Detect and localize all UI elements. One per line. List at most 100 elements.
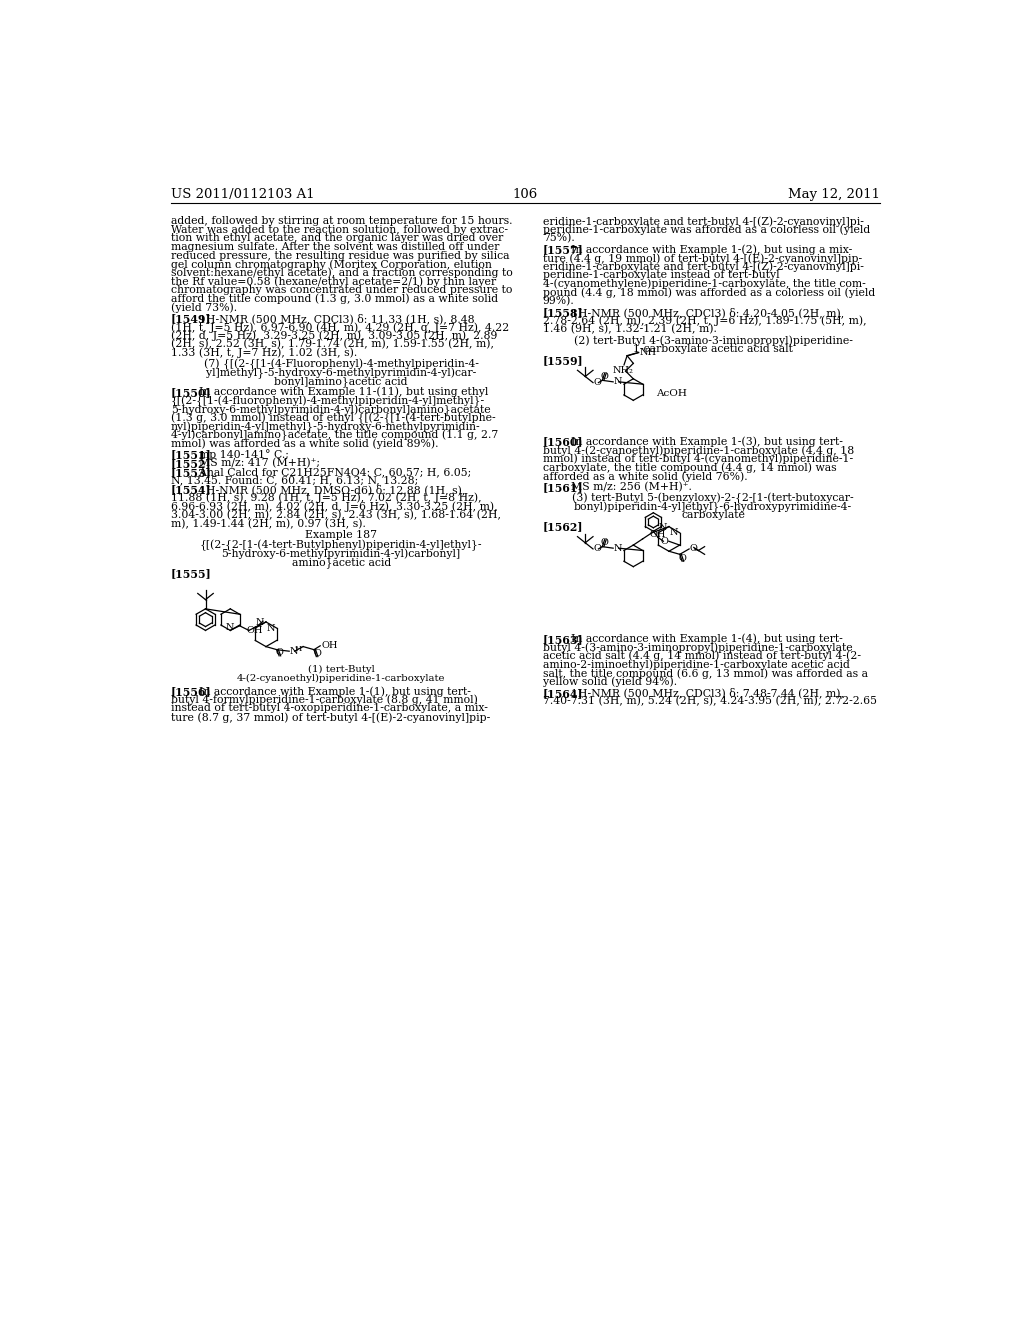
Text: NH₂: NH₂ [612,367,634,375]
Text: carboxylate: carboxylate [681,510,745,520]
Text: [1554]: [1554] [171,484,211,495]
Text: (3) tert-Butyl 5-(benzyloxy)-2-{2-[1-(tert-butoxycar-: (3) tert-Butyl 5-(benzyloxy)-2-{2-[1-(te… [572,492,854,504]
Text: [1555]: [1555] [171,568,211,579]
Text: O: O [690,544,697,553]
Text: N: N [670,528,678,537]
Text: gel column chromatography (Moritex Corporation, elution: gel column chromatography (Moritex Corpo… [171,259,492,269]
Text: chromatography was concentrated under reduced pressure to: chromatography was concentrated under re… [171,285,512,296]
Text: (2H, d, J=5 Hz), 3.29-3.25 (2H, m), 3.09-3.05 (2H, m), 2.89: (2H, d, J=5 Hz), 3.29-3.25 (2H, m), 3.09… [171,330,497,341]
Text: [1551]: [1551] [171,450,211,461]
Text: O: O [594,544,602,553]
Text: NH: NH [640,348,656,358]
Text: 4-yl)carbonyl]amino}acetate, the title compound (1.1 g, 2.7: 4-yl)carbonyl]amino}acetate, the title c… [171,430,498,441]
Text: magnesium sulfate. After the solvent was distilled off under: magnesium sulfate. After the solvent was… [171,242,499,252]
Text: 5-hydroxy-6-methylpyrimidin-4-yl)carbonyl]: 5-hydroxy-6-methylpyrimidin-4-yl)carbony… [221,548,461,558]
Text: In accordance with Example 1-(3), but using tert-: In accordance with Example 1-(3), but us… [563,437,843,447]
Text: N: N [290,647,298,656]
Text: 3.04-3.00 (2H, m), 2.84 (2H, s), 2.43 (3H, s), 1.68-1.64 (2H,: 3.04-3.00 (2H, m), 2.84 (2H, s), 2.43 (3… [171,510,501,520]
Text: afforded as a white solid (yield 76%).: afforded as a white solid (yield 76%). [543,471,748,482]
Text: added, followed by stirring at room temperature for 15 hours.: added, followed by stirring at room temp… [171,216,512,226]
Text: [1559]: [1559] [543,355,584,366]
Text: butyl 4-formylpiperidine-1-carboxylate (8.8 g, 41 mmol): butyl 4-formylpiperidine-1-carboxylate (… [171,694,477,705]
Text: 99%).: 99%). [543,296,574,306]
Text: salt, the title compound (6.6 g, 13 mmol) was afforded as a: salt, the title compound (6.6 g, 13 mmol… [543,668,867,678]
Text: N: N [614,378,623,387]
Text: (yield 73%).: (yield 73%). [171,302,237,313]
Text: 11.88 (1H, s), 9.28 (1H, t, J=5 Hz), 7.02 (2H, t, J=8 Hz),: 11.88 (1H, s), 9.28 (1H, t, J=5 Hz), 7.0… [171,492,481,503]
Text: May 12, 2011: May 12, 2011 [787,187,880,201]
Text: [1560]: [1560] [543,437,583,447]
Text: [1556]: [1556] [171,686,211,697]
Text: (1) tert-Butyl: (1) tert-Butyl [308,665,375,675]
Text: 1.46 (9H, s), 1.32-1.21 (2H, m).: 1.46 (9H, s), 1.32-1.21 (2H, m). [543,325,717,334]
Text: m), 1.49-1.44 (2H, m), 0.97 (3H, s).: m), 1.49-1.44 (2H, m), 0.97 (3H, s). [171,519,366,529]
Text: N, 13.45. Found: C, 60.41; H, 6.13; N, 13.28;: N, 13.45. Found: C, 60.41; H, 6.13; N, 1… [171,475,418,486]
Text: O: O [601,372,608,381]
Text: the Rf value=0.58 (hexane/ethyl acetate=2/1) by thin layer: the Rf value=0.58 (hexane/ethyl acetate=… [171,276,496,286]
Text: butyl 4-(3-amino-3-iminopropyl)piperidine-1-carboxylate: butyl 4-(3-amino-3-iminopropyl)piperidin… [543,643,852,653]
Text: (1H, t, J=5 Hz), 6.97-6.90 (4H, m), 4.29 (2H, q, J=7 Hz), 4.22: (1H, t, J=5 Hz), 6.97-6.90 (4H, m), 4.29… [171,322,509,333]
Text: mmol) instead of tert-butyl 4-(cyanomethyl)piperidine-1-: mmol) instead of tert-butyl 4-(cyanometh… [543,454,853,465]
Text: 1H-NMR (500 MHz, CDCl3) δ: 11.33 (1H, s), 8.48: 1H-NMR (500 MHz, CDCl3) δ: 11.33 (1H, s)… [191,313,474,325]
Text: solvent:hexane/ethyl acetate), and a fraction corresponding to: solvent:hexane/ethyl acetate), and a fra… [171,268,512,279]
Text: [1553]: [1553] [171,467,211,478]
Text: yl]methyl}-5-hydroxy-6-methylpyrimidin-4-yl)car-: yl]methyl}-5-hydroxy-6-methylpyrimidin-4… [206,367,476,379]
Text: [1562]: [1562] [543,521,583,532]
Text: yellow solid (yield 94%).: yellow solid (yield 94%). [543,677,677,688]
Text: In accordance with Example 11-(11), but using ethyl: In accordance with Example 11-(11), but … [191,387,488,397]
Text: 1.33 (3H, t, J=7 Hz), 1.02 (3H, s).: 1.33 (3H, t, J=7 Hz), 1.02 (3H, s). [171,348,357,359]
Text: carboxylate, the title compound (4.4 g, 14 mmol) was: carboxylate, the title compound (4.4 g, … [543,462,837,473]
Text: 6.96-6.93 (2H, m), 4.02 (2H, d, J=6 Hz), 3.30-3.25 (2H, m),: 6.96-6.93 (2H, m), 4.02 (2H, d, J=6 Hz),… [171,502,498,512]
Text: US 2011/0112103 A1: US 2011/0112103 A1 [171,187,314,201]
Text: 1H-NMR (500 MHz, CDCl3) δ: 7.48-7.44 (2H, m),: 1H-NMR (500 MHz, CDCl3) δ: 7.48-7.44 (2H… [563,688,844,698]
Text: bonyl]amino}acetic acid: bonyl]amino}acetic acid [274,376,408,387]
Text: 4-(2-cyanoethyl)piperidine-1-carboxylate: 4-(2-cyanoethyl)piperidine-1-carboxylate [237,673,445,682]
Text: In accordance with Example 1-(1), but using tert-: In accordance with Example 1-(1), but us… [191,686,471,697]
Text: ture (4.4 g, 19 mmol) of tert-butyl 4-[(E)-2-cyanovinyl]pip-: ture (4.4 g, 19 mmol) of tert-butyl 4-[(… [543,253,862,264]
Text: (1.3 g, 3.0 mmol) instead of ethyl {[(2-{[1-(4-tert-butylphe-: (1.3 g, 3.0 mmol) instead of ethyl {[(2-… [171,413,496,424]
Text: 4-(cyanomethylene)piperidine-1-carboxylate, the title com-: 4-(cyanomethylene)piperidine-1-carboxyla… [543,279,865,289]
Text: (2) tert-Butyl 4-(3-amino-3-iminopropyl)piperidine-: (2) tert-Butyl 4-(3-amino-3-iminopropyl)… [573,335,853,346]
Text: 106: 106 [512,187,538,201]
Text: 5-hydroxy-6-methylpyrimidin-4-yl)carbonyl]amino}acetate: 5-hydroxy-6-methylpyrimidin-4-yl)carbony… [171,404,490,416]
Text: (2H, s), 2.52 (3H, s), 1.79-1.74 (2H, m), 1.59-1.55 (2H, m),: (2H, s), 2.52 (3H, s), 1.79-1.74 (2H, m)… [171,339,494,350]
Text: peridine-1-carboxylate instead of tert-butyl: peridine-1-carboxylate instead of tert-b… [543,271,779,280]
Text: OH: OH [650,531,667,540]
Text: eridine-1-carboxylate and tert-butyl 4-[(Z)-2-cyanovinyl]pi-: eridine-1-carboxylate and tert-butyl 4-[… [543,261,863,272]
Text: Water was added to the reaction solution, followed by extrac-: Water was added to the reaction solution… [171,224,508,235]
Text: tion with ethyl acetate, and the organic layer was dried over: tion with ethyl acetate, and the organic… [171,234,503,243]
Text: pound (4.4 g, 18 mmol) was afforded as a colorless oil (yield: pound (4.4 g, 18 mmol) was afforded as a… [543,288,874,298]
Text: eridine-1-carboxylate and tert-butyl 4-[(Z)-2-cyanovinyl]pi-: eridine-1-carboxylate and tert-butyl 4-[… [543,216,863,227]
Text: afford the title compound (1.3 g, 3.0 mmol) as a white solid: afford the title compound (1.3 g, 3.0 mm… [171,294,498,305]
Text: mmol) was afforded as a white solid (yield 89%).: mmol) was afforded as a white solid (yie… [171,438,438,449]
Text: mp 140-141° C.;: mp 140-141° C.; [191,450,289,461]
Text: {[(2-{2-[1-(4-tert-Butylphenyl)piperidin-4-yl]ethyl}-: {[(2-{2-[1-(4-tert-Butylphenyl)piperidin… [200,540,482,550]
Text: H: H [295,645,302,653]
Text: O: O [601,539,608,548]
Text: [1558]: [1558] [543,308,584,318]
Text: nyl)piperidin-4-yl]methyl}-5-hydroxy-6-methylpyrimidin-: nyl)piperidin-4-yl]methyl}-5-hydroxy-6-m… [171,421,480,433]
Text: In accordance with Example 1-(2), but using a mix-: In accordance with Example 1-(2), but us… [563,244,852,255]
Text: O: O [275,648,283,657]
Text: acetic acid salt (4.4 g, 14 mmol) instead of tert-butyl 4-(2-: acetic acid salt (4.4 g, 14 mmol) instea… [543,651,860,661]
Text: In accordance with Example 1-(4), but using tert-: In accordance with Example 1-(4), but us… [563,634,843,644]
Text: 2.78-2.64 (2H, m), 2.39 (2H, t, J=6 Hz), 1.89-1.75 (5H, m),: 2.78-2.64 (2H, m), 2.39 (2H, t, J=6 Hz),… [543,315,866,326]
Text: 1H-NMR (500 MHz, CDCl3) δ: 4.20-4.05 (2H, m),: 1H-NMR (500 MHz, CDCl3) δ: 4.20-4.05 (2H… [563,308,844,318]
Text: [1552]: [1552] [171,458,211,469]
Text: [1557]: [1557] [543,244,584,255]
Text: O: O [660,537,668,545]
Text: amino}acetic acid: amino}acetic acid [292,557,391,568]
Text: O: O [594,378,602,387]
Text: AcOH: AcOH [655,389,687,397]
Text: ture (8.7 g, 37 mmol) of tert-butyl 4-[(E)-2-cyanovinyl]pip-: ture (8.7 g, 37 mmol) of tert-butyl 4-[(… [171,711,489,722]
Text: 1H-NMR (500 MHz, DMSO-d6) δ: 12.88 (1H, s),: 1H-NMR (500 MHz, DMSO-d6) δ: 12.88 (1H, … [191,484,465,495]
Text: O: O [678,554,686,562]
Text: 7.40-7.31 (3H, m), 5.24 (2H, s), 4.24-3.95 (2H, m), 2.72-2.65: 7.40-7.31 (3H, m), 5.24 (2H, s), 4.24-3.… [543,697,877,706]
Text: 75%).: 75%). [543,234,574,244]
Text: N: N [614,544,623,553]
Text: peridine-1-carboxylate was afforded as a colorless oil (yield: peridine-1-carboxylate was afforded as a… [543,224,869,235]
Text: O: O [313,649,322,659]
Text: MS m/z: 256 (M+H)⁺.: MS m/z: 256 (M+H)⁺. [563,482,691,492]
Text: [1564]: [1564] [543,688,583,698]
Text: 1-carboxylate acetic acid salt: 1-carboxylate acetic acid salt [633,343,793,354]
